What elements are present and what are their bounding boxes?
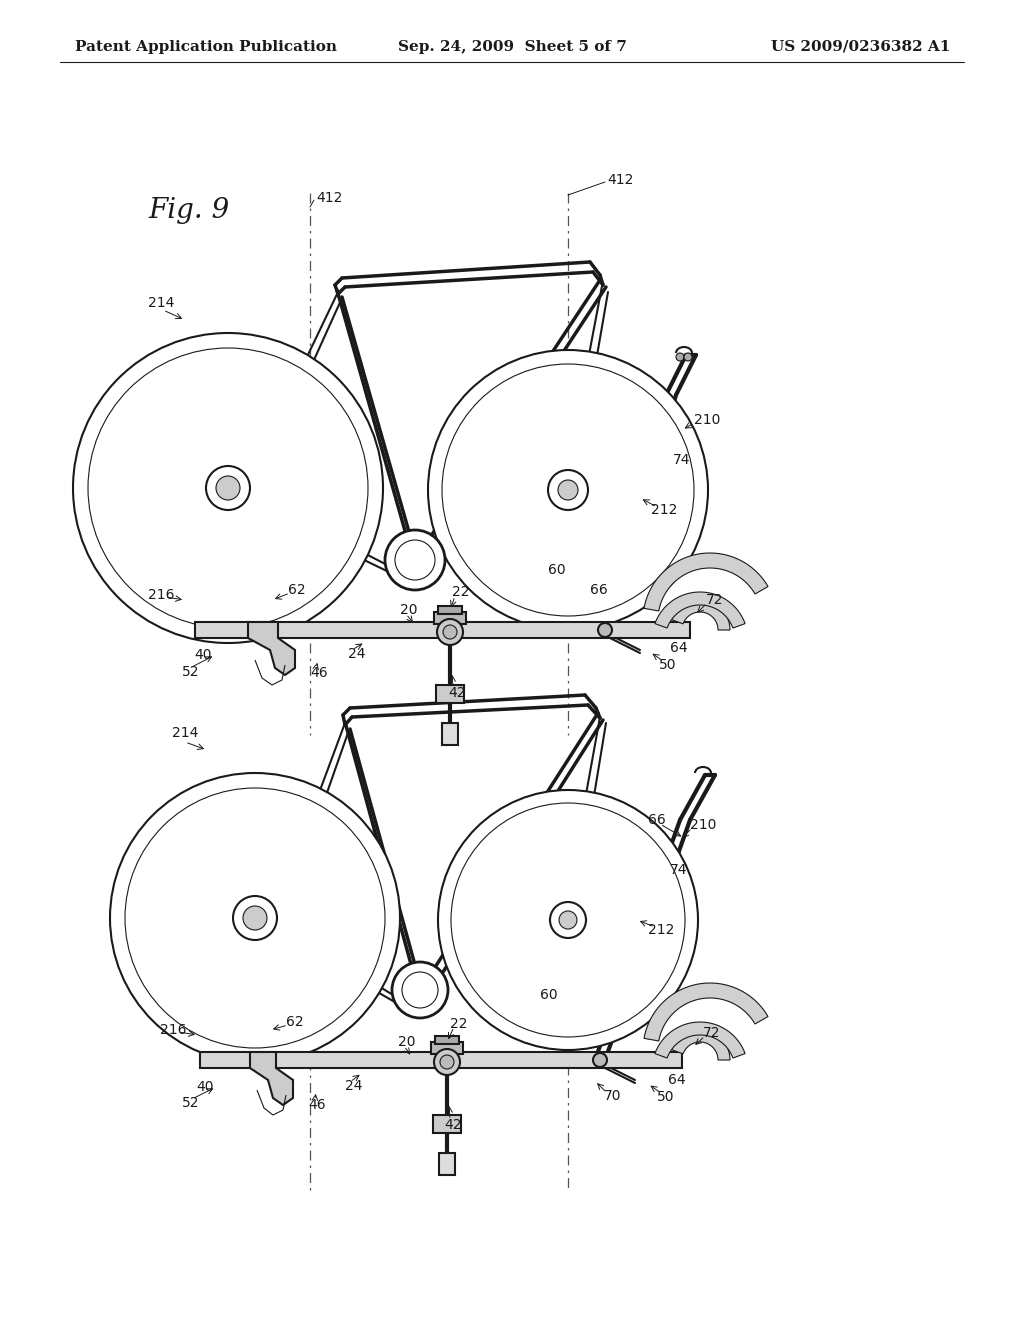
Text: Fig. 9: Fig. 9 — [148, 197, 229, 223]
Text: 50: 50 — [657, 1090, 675, 1104]
Text: 66: 66 — [590, 583, 608, 597]
Bar — [438, 606, 462, 614]
Polygon shape — [644, 553, 768, 611]
Circle shape — [402, 972, 438, 1008]
Polygon shape — [672, 601, 730, 630]
Bar — [195, 622, 690, 638]
Bar — [435, 1036, 459, 1044]
Circle shape — [385, 531, 445, 590]
Circle shape — [110, 774, 400, 1063]
Circle shape — [233, 896, 278, 940]
Text: US 2009/0236382 A1: US 2009/0236382 A1 — [771, 40, 950, 54]
Text: 412: 412 — [607, 173, 634, 187]
Circle shape — [559, 911, 577, 929]
Circle shape — [451, 803, 685, 1038]
Text: 40: 40 — [196, 1080, 213, 1094]
Bar — [436, 685, 464, 704]
Text: 72: 72 — [703, 1026, 721, 1040]
Circle shape — [392, 962, 449, 1018]
Bar — [439, 1152, 455, 1175]
Text: 62: 62 — [288, 583, 305, 597]
Polygon shape — [644, 983, 768, 1041]
Circle shape — [216, 477, 240, 500]
Text: 212: 212 — [651, 503, 677, 517]
Text: 20: 20 — [398, 1035, 416, 1049]
Circle shape — [438, 789, 698, 1049]
Text: 66: 66 — [648, 813, 666, 828]
Circle shape — [548, 470, 588, 510]
Text: 42: 42 — [444, 1118, 462, 1133]
Text: 216: 216 — [160, 1023, 186, 1038]
Text: 210: 210 — [694, 413, 720, 426]
Text: 74: 74 — [673, 453, 690, 467]
Circle shape — [676, 352, 684, 360]
Text: 62: 62 — [286, 1015, 304, 1030]
Circle shape — [593, 1053, 607, 1067]
Circle shape — [684, 352, 692, 360]
Text: 214: 214 — [148, 296, 174, 310]
Text: Sep. 24, 2009  Sheet 5 of 7: Sep. 24, 2009 Sheet 5 of 7 — [397, 40, 627, 54]
Polygon shape — [655, 593, 745, 628]
Text: 40: 40 — [194, 648, 212, 663]
Text: Patent Application Publication: Patent Application Publication — [75, 40, 337, 54]
Text: 22: 22 — [452, 585, 469, 599]
Text: 46: 46 — [308, 1098, 326, 1111]
Bar — [433, 1115, 461, 1133]
Circle shape — [88, 348, 368, 628]
Circle shape — [428, 350, 708, 630]
Text: 20: 20 — [400, 603, 418, 616]
Text: 412: 412 — [316, 191, 342, 205]
Bar — [200, 1052, 682, 1068]
Polygon shape — [672, 1030, 730, 1060]
Text: 52: 52 — [182, 1096, 200, 1110]
Text: 74: 74 — [670, 863, 687, 876]
Circle shape — [434, 1049, 460, 1074]
Circle shape — [598, 623, 612, 638]
Bar — [442, 723, 458, 744]
Text: 64: 64 — [670, 642, 688, 655]
Bar — [434, 612, 466, 624]
Text: 212: 212 — [648, 923, 675, 937]
Bar — [431, 1041, 463, 1053]
Circle shape — [558, 480, 578, 500]
Circle shape — [73, 333, 383, 643]
Circle shape — [125, 788, 385, 1048]
Polygon shape — [250, 1052, 293, 1105]
Text: 42: 42 — [449, 686, 466, 700]
Circle shape — [550, 902, 586, 939]
Polygon shape — [655, 1022, 745, 1059]
Circle shape — [440, 1055, 454, 1069]
Circle shape — [206, 466, 250, 510]
Text: 70: 70 — [604, 1089, 622, 1104]
Circle shape — [442, 364, 694, 616]
Text: 60: 60 — [548, 564, 565, 577]
Circle shape — [437, 619, 463, 645]
Circle shape — [443, 624, 457, 639]
Text: 52: 52 — [182, 665, 200, 678]
Text: 24: 24 — [345, 1078, 362, 1093]
Text: 214: 214 — [172, 726, 199, 741]
Text: 216: 216 — [148, 587, 174, 602]
Text: 210: 210 — [690, 818, 717, 832]
Text: 22: 22 — [450, 1016, 468, 1031]
Text: 24: 24 — [348, 647, 366, 661]
Text: 46: 46 — [310, 667, 328, 680]
Text: 60: 60 — [540, 987, 558, 1002]
Circle shape — [243, 906, 267, 931]
Text: 72: 72 — [706, 593, 724, 607]
Polygon shape — [248, 622, 295, 675]
Circle shape — [395, 540, 435, 579]
Text: 50: 50 — [659, 657, 677, 672]
Text: 64: 64 — [668, 1073, 686, 1086]
